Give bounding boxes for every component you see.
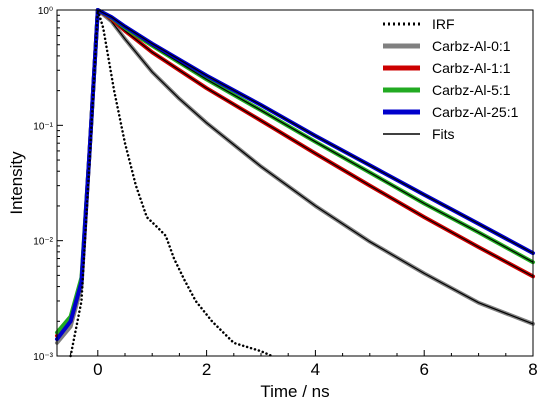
legend-label: Carbz-Al-1:1 (432, 60, 511, 76)
legend-item-fits: Fits (383, 126, 455, 142)
fit-carbz-al-25-1 (97, 9, 534, 254)
legend-label: IRF (432, 16, 455, 32)
tick-layer: 0 2 4 6 8 10⁻³ 10⁻² 10⁻¹ 10⁰ (33, 6, 537, 379)
series-carbz-al-5-1 (55, 8, 535, 335)
legend-label: Carbz-Al-5:1 (432, 82, 511, 98)
legend-item-carbz-al-0-1: Carbz-Al-0:1 (383, 38, 511, 54)
legend-label: Carbz-Al-25:1 (432, 104, 519, 120)
legend-item-irf: IRF (383, 16, 455, 32)
fit-carbz-al-0-1 (97, 9, 534, 325)
legend-label: Carbz-Al-0:1 (432, 38, 511, 54)
x-axis-title: Time / ns (260, 382, 329, 401)
y-tick-label: 10⁻¹ (33, 121, 53, 132)
x-tick-label: 8 (528, 360, 537, 379)
x-tick-label: 6 (419, 360, 428, 379)
plot-frame (56, 9, 534, 357)
y-tick-label: 10⁻³ (33, 352, 53, 363)
y-tick-label: 10⁻² (33, 237, 53, 248)
x-tick-label: 2 (202, 360, 211, 379)
x-tick-label: 4 (311, 360, 320, 379)
legend-label: Fits (432, 126, 455, 142)
legend-item-carbz-al-25-1: Carbz-Al-25:1 (383, 104, 519, 120)
series-carbz-al-1-1 (55, 8, 535, 338)
x-tick-label: 0 (93, 360, 102, 379)
y-tick-label: 10⁰ (38, 6, 53, 17)
series-irf (69, 8, 274, 358)
legend: IRF Carbz-Al-0:1 Carbz-Al-1:1 Carbz-Al-5:1 C… (383, 16, 519, 142)
y-axis-title: Intensity (7, 151, 26, 215)
legend-item-carbz-al-5-1: Carbz-Al-5:1 (383, 82, 511, 98)
series-layer (55, 8, 535, 358)
legend-item-carbz-al-1-1: Carbz-Al-1:1 (383, 60, 511, 76)
